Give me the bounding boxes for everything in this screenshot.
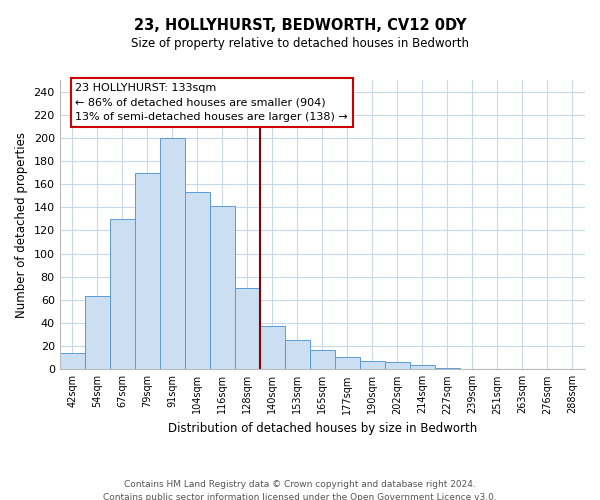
Bar <box>385 362 410 370</box>
Bar <box>160 138 185 370</box>
Bar <box>285 340 310 370</box>
Bar <box>235 288 260 370</box>
Bar <box>260 326 285 370</box>
Bar <box>59 353 85 370</box>
Bar <box>210 206 235 370</box>
Bar <box>410 364 435 370</box>
Text: 23, HOLLYHURST, BEDWORTH, CV12 0DY: 23, HOLLYHURST, BEDWORTH, CV12 0DY <box>134 18 466 32</box>
Bar <box>360 361 385 370</box>
Bar <box>310 350 335 370</box>
Bar <box>185 192 210 370</box>
X-axis label: Distribution of detached houses by size in Bedworth: Distribution of detached houses by size … <box>168 422 477 435</box>
Text: Size of property relative to detached houses in Bedworth: Size of property relative to detached ho… <box>131 38 469 51</box>
Bar <box>85 296 110 370</box>
Text: Contains HM Land Registry data © Crown copyright and database right 2024.
Contai: Contains HM Land Registry data © Crown c… <box>103 480 497 500</box>
Bar <box>135 172 160 370</box>
Y-axis label: Number of detached properties: Number of detached properties <box>15 132 28 318</box>
Bar <box>435 368 460 370</box>
Bar <box>110 219 135 370</box>
Bar <box>335 356 360 370</box>
Text: 23 HOLLYHURST: 133sqm
← 86% of detached houses are smaller (904)
13% of semi-det: 23 HOLLYHURST: 133sqm ← 86% of detached … <box>76 83 348 122</box>
